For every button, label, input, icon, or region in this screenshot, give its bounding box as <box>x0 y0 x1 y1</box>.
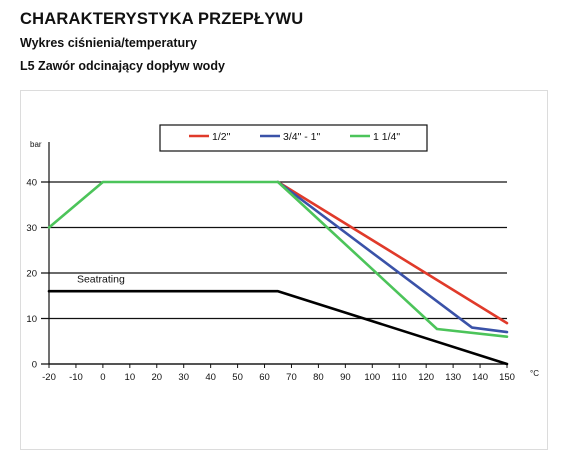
legend-box <box>159 124 428 152</box>
x-tick-label: 60 <box>259 372 270 383</box>
series-layer <box>47 180 509 366</box>
legend-label: 1 1/4" <box>373 131 400 143</box>
page-subtitle: Wykres ciśnienia/temperatury <box>20 36 197 50</box>
legend-label: 3/4" - 1" <box>283 131 320 143</box>
x-tick-label: 130 <box>445 372 461 383</box>
x-tick-label: 70 <box>286 372 297 383</box>
series-line-1 <box>276 180 509 325</box>
x-tick-label: 50 <box>232 372 243 383</box>
x-tick-label: 20 <box>151 372 162 383</box>
x-tick-label: 80 <box>313 372 324 383</box>
y-tick-label: 20 <box>26 269 37 280</box>
x-tick-label: 40 <box>205 372 216 383</box>
x-tick-label: 90 <box>340 372 351 383</box>
series-line-3 <box>47 180 509 339</box>
x-tick-label: -10 <box>69 372 83 383</box>
series-line-2 <box>276 180 509 334</box>
legend-layer: 1/2" 3/4" - 1" 1 1/4" <box>159 124 428 152</box>
series-line-4 <box>47 289 509 366</box>
annotation-layer: Seatrating <box>77 274 125 286</box>
x-tick-label: 120 <box>418 372 434 383</box>
x-axis-label: °C <box>530 369 539 378</box>
page-title: CHARAKTERYSTYKA PRZEPŁYWU <box>20 10 304 28</box>
legend-label: 1/2" <box>212 131 231 143</box>
x-tick-label: 140 <box>472 372 488 383</box>
y-axis-label: bar <box>30 140 42 149</box>
seat-rating-label: Seatrating <box>77 274 125 286</box>
y-tick-label: 30 <box>26 223 37 234</box>
x-tick-label: 0 <box>100 372 105 383</box>
chart-frame <box>20 90 548 450</box>
x-tick-label: 30 <box>178 372 189 383</box>
x-tick-label: 10 <box>125 372 136 383</box>
y-tick-label: 40 <box>26 178 37 189</box>
y-tick-label: 10 <box>26 314 37 325</box>
product-name: L5 Zawór odcinający dopływ wody <box>20 59 225 73</box>
x-tick-label: 110 <box>392 372 407 383</box>
y-tick-label: 0 <box>32 360 37 371</box>
axis-layer: 0 10 20 30 40 -20 -10 0 10 20 30 40 50 60 70 80 90 100 110… <box>26 140 539 383</box>
x-tick-label: -20 <box>42 372 56 383</box>
x-tick-label: 100 <box>364 372 380 383</box>
x-tick-label: 150 <box>499 372 515 383</box>
